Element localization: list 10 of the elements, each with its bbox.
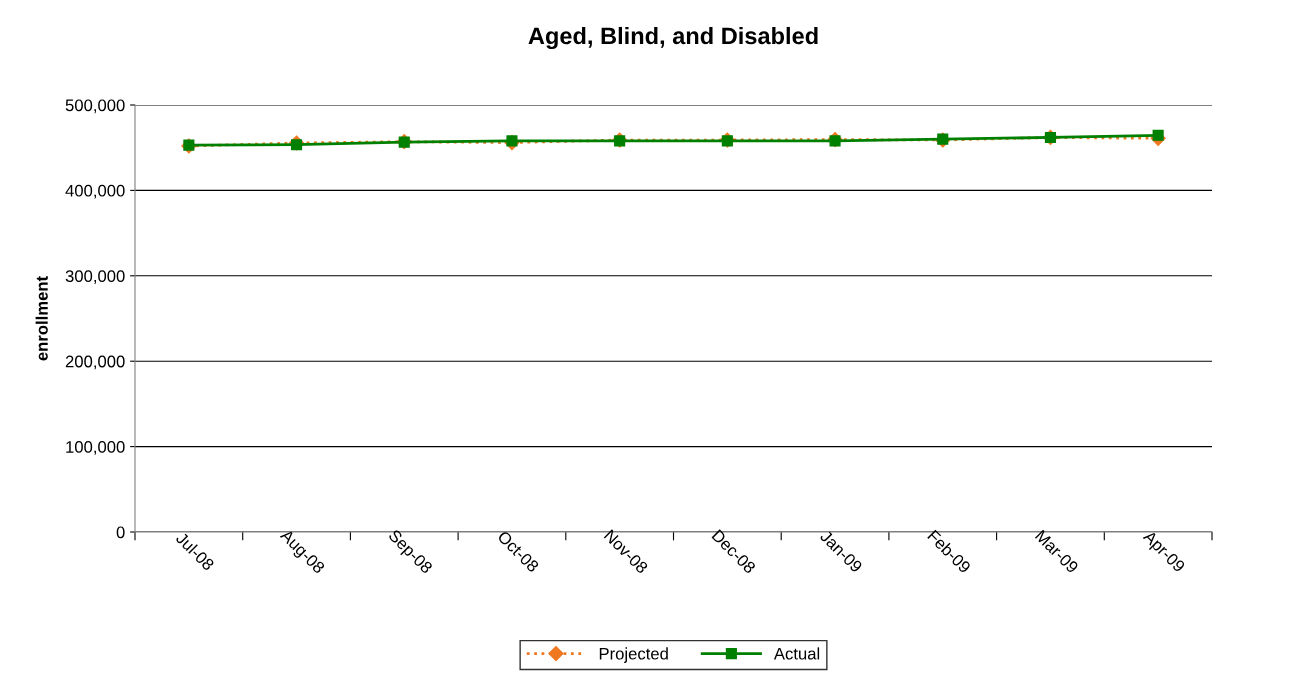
y-tick-label: 0: [116, 526, 125, 539]
legend-label: Projected: [599, 647, 668, 663]
y-tick-label: 400,000: [65, 184, 125, 199]
y-axis-title: enrollment: [35, 276, 48, 361]
y-tick-label: 500,000: [65, 99, 125, 114]
y-tick-label: 300,000: [65, 270, 125, 284]
legend-label: Actual: [773, 647, 820, 660]
y-tick-label: 200,000: [65, 355, 125, 370]
chart-title: Aged, Blind, and Disabled: [528, 26, 818, 50]
y-tick-label: 100,000: [66, 441, 125, 455]
